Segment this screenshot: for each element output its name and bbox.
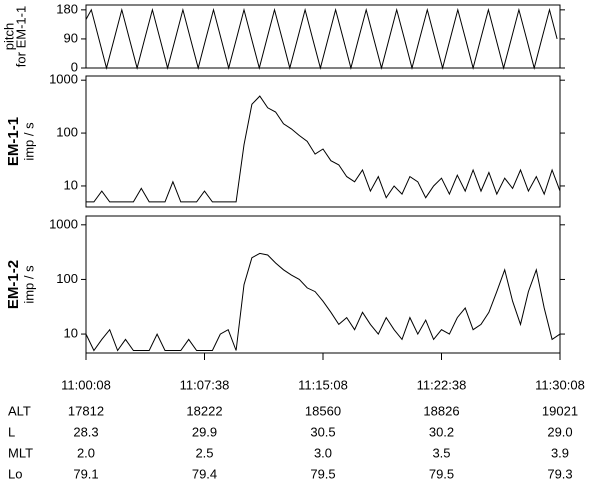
- y-axis-label: for EM-1-1: [13, 6, 28, 67]
- y-tick-label: 100: [56, 271, 78, 286]
- x-tick-label: 11:30:08: [535, 377, 585, 392]
- row-value: 79.4: [192, 466, 217, 479]
- row-value: 29.0: [547, 424, 572, 439]
- row-label: ALT: [8, 403, 31, 418]
- panel-title: EM-1-1: [5, 117, 22, 166]
- y-tick-label: 10: [64, 325, 78, 340]
- y-tick-label: 1000: [49, 72, 78, 87]
- y-tick-label: 10: [64, 177, 78, 192]
- row-value: 3.5: [432, 445, 450, 460]
- data-line: [85, 252, 561, 352]
- y-tick-label: 100: [56, 125, 78, 140]
- row-value: 28.3: [73, 424, 98, 439]
- row-label: L: [8, 424, 15, 439]
- row-value: 18222: [186, 403, 222, 418]
- row-value: 79.5: [429, 466, 454, 479]
- row-value: 79.1: [73, 466, 98, 479]
- y-tick-label: 1000: [49, 216, 78, 231]
- row-value: 19021: [542, 403, 578, 418]
- row-value: 29.9: [192, 424, 217, 439]
- row-value: 30.2: [429, 424, 454, 439]
- x-tick-label: 11:15:08: [298, 377, 348, 392]
- row-label: Lo: [8, 466, 22, 479]
- row-label: MLT: [8, 445, 33, 460]
- y-axis-label: pitch: [1, 23, 16, 50]
- row-value: 3.0: [314, 445, 332, 460]
- row-value: 18826: [423, 403, 459, 418]
- x-tick-label: 11:07:38: [180, 377, 230, 392]
- panel-frame: [85, 4, 561, 69]
- row-value: 79.3: [547, 466, 572, 479]
- y-tick-label: 0: [71, 59, 78, 74]
- data-line: [86, 95, 561, 203]
- row-value: 17812: [68, 403, 104, 418]
- row-value: 30.5: [310, 424, 335, 439]
- y-tick-label: 90: [64, 30, 78, 45]
- row-value: 18560: [305, 403, 341, 418]
- y-tick-label: 180: [56, 1, 78, 16]
- row-value: 3.9: [551, 445, 569, 460]
- x-tick-label: 11:22:38: [417, 377, 467, 392]
- y-axis-label: imp / s: [21, 122, 36, 161]
- panel-frame: [85, 75, 561, 208]
- data-line: [85, 7, 558, 70]
- row-value: 2.0: [77, 445, 95, 460]
- panel-title: EM-1-2: [5, 260, 22, 309]
- x-tick-label: 11:00:08: [61, 377, 111, 392]
- row-value: 2.5: [195, 445, 213, 460]
- panel-frame: [85, 215, 561, 354]
- row-value: 79.5: [310, 466, 335, 479]
- y-axis-label: imp / s: [21, 265, 36, 304]
